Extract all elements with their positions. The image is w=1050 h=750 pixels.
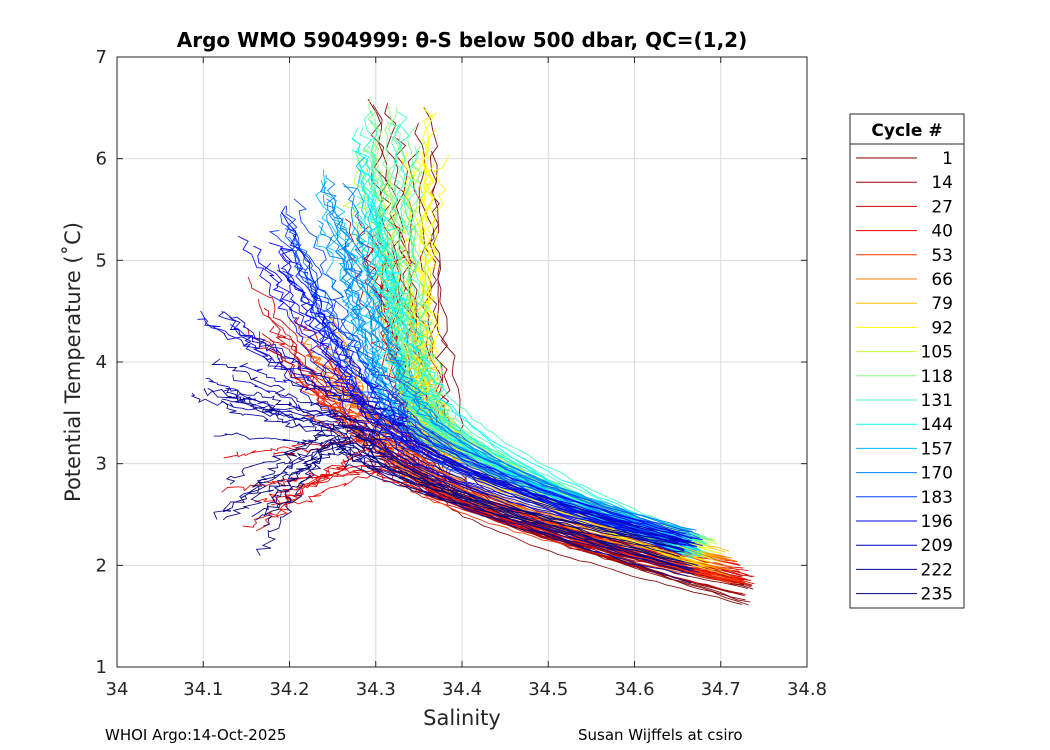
legend-entry: 209 [856,536,953,556]
profile-line [190,392,694,570]
y-tick-label: 3 [96,454,107,475]
legend-entry: 170 [856,464,953,484]
profile-line [280,247,682,556]
x-tick-label: 34.2 [269,679,309,700]
legend-entry: 196 [856,512,953,532]
axis-ticks: 34 34.1 34.2 34.3 34.4 34.5 34.6 34.7 34.8123456… [96,47,827,700]
legend-label: 79 [931,294,953,314]
y-axis-label: Potential Temperature (˚C) [61,222,85,502]
profile-line [351,149,692,537]
legend-entries: 1 14 27 40 53 66 79 92 105 118 131 144 157 170 183 196 2… [856,149,953,605]
profile-line [211,358,699,573]
legend-entry: 40 [856,222,953,242]
profile-line [319,180,694,540]
footer-credit-right: Susan Wijffels at csiro [578,726,743,744]
legend-entry: 66 [856,270,953,290]
profile-line [285,228,683,547]
profile-line [263,444,679,544]
x-axis-label: Salinity [423,706,501,730]
y-tick-label: 6 [96,149,107,170]
profile-line [223,443,684,550]
profile-line [360,159,707,538]
legend-label: 209 [921,536,953,556]
legend-entry: 131 [856,391,953,411]
legend-label: 157 [921,439,953,459]
x-tick-label: 34.7 [701,679,741,700]
legend-label: 170 [921,464,953,484]
legend-label: 144 [921,415,953,435]
legend-entry: 27 [856,197,953,217]
legend-box [849,113,965,609]
x-tick-label: 34.1 [183,679,223,700]
legend-label: 92 [931,318,953,338]
x-tick-label: 34.4 [442,679,482,700]
y-tick-label: 1 [96,657,107,678]
legend-entry: 92 [856,318,953,338]
profile-line [217,310,690,545]
x-tick-label: 34.3 [356,679,396,700]
profile-line [213,437,677,545]
profile-line [282,270,695,548]
legend-label: 196 [921,512,953,532]
legend-entry: 53 [856,246,953,266]
legend-entry: 157 [856,439,953,459]
legend-label: 105 [921,343,953,363]
profile-line [369,120,707,546]
legend-label: 66 [931,270,953,290]
y-tick-label: 2 [96,555,107,576]
x-tick-label: 34.5 [528,679,568,700]
legend-label: 53 [931,246,953,266]
legend-label: 1 [942,149,953,169]
profile-line [255,440,675,561]
legend-entry: 235 [856,585,953,605]
x-tick-label: 34.6 [614,679,654,700]
legend-label: 118 [921,367,953,387]
legend-title: Cycle # [871,121,942,141]
series-183 [268,198,695,553]
legend-label: 235 [921,585,953,605]
legend-label: 40 [931,222,953,242]
legend-entry: 79 [856,294,953,314]
profile-line [232,374,703,547]
legend-entry: 1 [856,149,953,169]
footer-credit-left: WHOI Argo:14-Oct-2025 [105,726,287,744]
profile-line [280,249,693,533]
legend-label: 131 [921,391,953,411]
legend-label: 27 [931,197,953,217]
y-tick-label: 4 [96,352,107,373]
series-209 [197,310,703,548]
profile-line [291,235,690,543]
profile-line [397,111,700,557]
legend-entry: 183 [856,488,953,508]
profile-line [280,247,686,535]
legend-label: 14 [931,173,953,193]
profile-line [222,452,685,553]
series-235 [213,422,685,566]
profile-line [281,205,697,547]
legend-entry: 118 [856,367,953,387]
x-tick-label: 34 [106,679,129,700]
profile-line [200,310,696,544]
y-tick-label: 5 [96,250,107,271]
profile-line [228,316,698,548]
profile-line [268,242,693,540]
legend-label: 183 [921,488,953,508]
data-layer [190,97,755,606]
profile-line [207,387,692,584]
legend: Cycle # 1 14 27 40 53 66 79 92 105 118 131 144 157 17… [849,113,965,609]
y-tick-label: 7 [96,47,107,68]
profile-line [370,200,700,558]
legend-entry: 144 [856,415,953,435]
legend-label: 222 [921,560,953,580]
x-tick-label: 34.8 [787,679,827,700]
legend-entry: 222 [856,560,953,580]
legend-entry: 14 [856,173,953,193]
legend-entry: 105 [856,343,953,363]
profile-line [343,186,693,544]
profile-line [387,122,709,541]
chart-title: Argo WMO 5904999: θ-S below 500 dbar, QC… [177,28,747,52]
